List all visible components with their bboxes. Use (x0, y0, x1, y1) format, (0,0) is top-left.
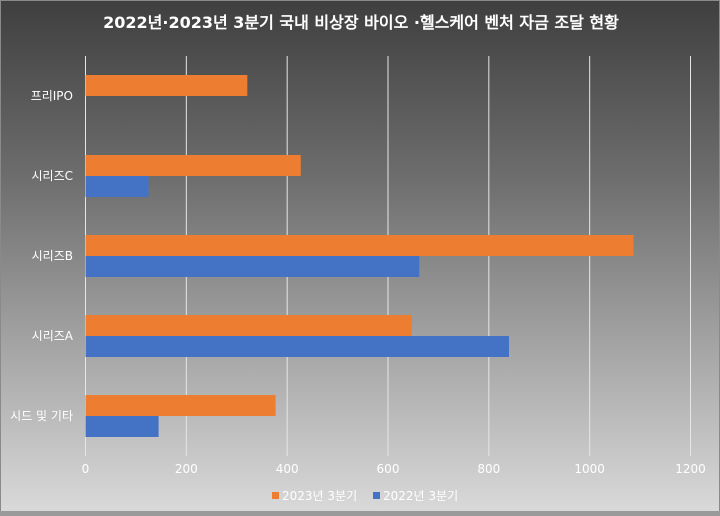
legend-label: 2023년 3분기 (282, 489, 357, 503)
bar-2022 (85, 336, 509, 357)
bar-2023 (85, 235, 634, 256)
category-label: 시리즈C (32, 169, 74, 183)
x-tick-label: 800 (477, 462, 500, 476)
x-tick-label: 1000 (574, 462, 605, 476)
x-tick-label: 0 (82, 462, 90, 476)
bar-2023 (85, 395, 276, 416)
category-label: 프리IPO (31, 89, 73, 103)
bottom-edge (0, 511, 720, 516)
legend-swatch (373, 492, 380, 499)
x-tick-label: 1200 (675, 462, 706, 476)
legend-label: 2022년 3분기 (383, 489, 458, 503)
legend: 2023년 3분기 2022년 3분기 (272, 489, 458, 503)
bar-2022 (85, 176, 149, 197)
x-tick-label: 200 (175, 462, 198, 476)
category-label: 시드 및 기타 (10, 409, 73, 423)
legend-swatch (272, 492, 279, 499)
chart-title: 2022년·2023년 3분기 국내 비상장 바이오 ·헬스케어 벤처 자금 조… (103, 13, 619, 32)
bars-group (85, 75, 634, 437)
x-tick-label: 400 (276, 462, 299, 476)
bar-2023 (85, 75, 248, 96)
bar-2022 (85, 416, 159, 437)
category-label: 시리즈B (32, 249, 73, 263)
bar-2022 (85, 256, 420, 277)
category-label: 시리즈A (32, 329, 74, 343)
bar-2023 (85, 155, 301, 176)
labels-group: 0 200 400 600 800 1000 1200 프리IPO 시리즈C 시리즈B 시리즈A 시드… (10, 89, 706, 476)
x-tick-label: 600 (377, 462, 400, 476)
bar-2023 (85, 315, 412, 336)
